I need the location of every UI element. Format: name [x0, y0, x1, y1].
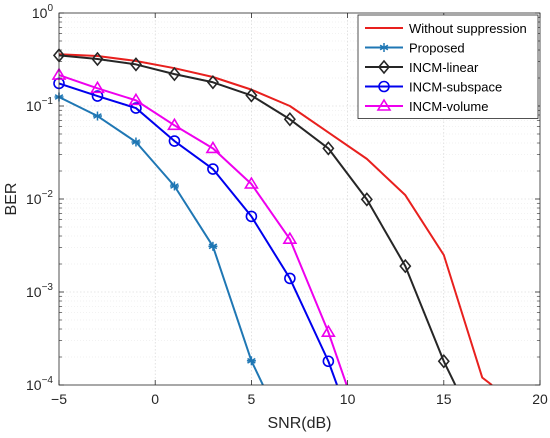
x-axis-label: SNR(dB)	[267, 415, 331, 432]
diamond-marker	[377, 59, 391, 75]
legend-label: Proposed	[409, 41, 465, 56]
series-line	[59, 74, 348, 385]
asterisk-marker	[169, 181, 179, 191]
x-tick-label: 0	[151, 391, 159, 407]
circle-marker	[168, 135, 181, 147]
asterisk-marker	[379, 43, 389, 52]
diamond-marker	[399, 258, 412, 274]
x-tick-label: 10	[340, 391, 356, 407]
circle-marker	[322, 355, 335, 368]
circle-marker	[91, 90, 104, 102]
diamond-marker	[206, 75, 219, 90]
diamond-marker	[245, 88, 258, 103]
diamond-marker	[360, 192, 373, 207]
ticks: −5 0 5 10 15 20 100 10−1 10−2 10−3 10−4	[26, 3, 548, 407]
legend-label: Without suppression	[409, 21, 527, 36]
triangle-marker	[128, 92, 144, 106]
x-tick-label: 20	[532, 391, 548, 407]
circle-marker	[130, 102, 142, 114]
triangle-marker	[376, 98, 392, 111]
y-tick-label: 10−4	[26, 375, 53, 393]
y-axis-label: BER	[3, 183, 20, 216]
circle-marker	[207, 163, 219, 175]
circle-marker	[284, 272, 296, 285]
asterisk-marker	[131, 137, 141, 147]
diamond-marker	[91, 51, 104, 67]
triangle-marker	[282, 231, 298, 244]
diamond-marker	[437, 354, 450, 369]
triangle-marker	[167, 117, 182, 131]
x-tick-label: 15	[436, 391, 452, 407]
asterisk-marker	[246, 356, 256, 366]
triangle-marker	[90, 80, 105, 94]
x-tick-label: 5	[248, 391, 256, 407]
diamond-marker	[129, 57, 143, 72]
diamond-marker	[322, 141, 335, 156]
y-tick-label: 10−3	[26, 282, 53, 300]
diamond-marker	[168, 66, 181, 82]
asterisk-marker	[208, 241, 218, 251]
legend-label: INCM-linear	[409, 60, 479, 75]
marker-group	[51, 48, 450, 369]
series-line	[59, 54, 457, 385]
legend-label: INCM-volume	[409, 99, 488, 114]
series-line	[59, 53, 493, 385]
diamond-marker	[283, 112, 296, 127]
triangle-marker	[205, 140, 221, 154]
legend: Without suppression Proposed INCM-linear IN…	[357, 14, 539, 119]
y-tick-label: 10−1	[26, 96, 53, 114]
series-line	[59, 82, 338, 385]
circle-marker	[378, 80, 390, 93]
triangle-marker	[243, 176, 259, 189]
x-tick-label: −5	[51, 391, 67, 407]
legend-label: INCM-subspace	[409, 80, 502, 95]
y-tick-label: 10−2	[26, 189, 53, 207]
circle-marker	[245, 210, 258, 223]
y-tick-label: 100	[32, 3, 54, 21]
triangle-marker	[320, 324, 336, 337]
asterisk-marker	[92, 111, 102, 121]
